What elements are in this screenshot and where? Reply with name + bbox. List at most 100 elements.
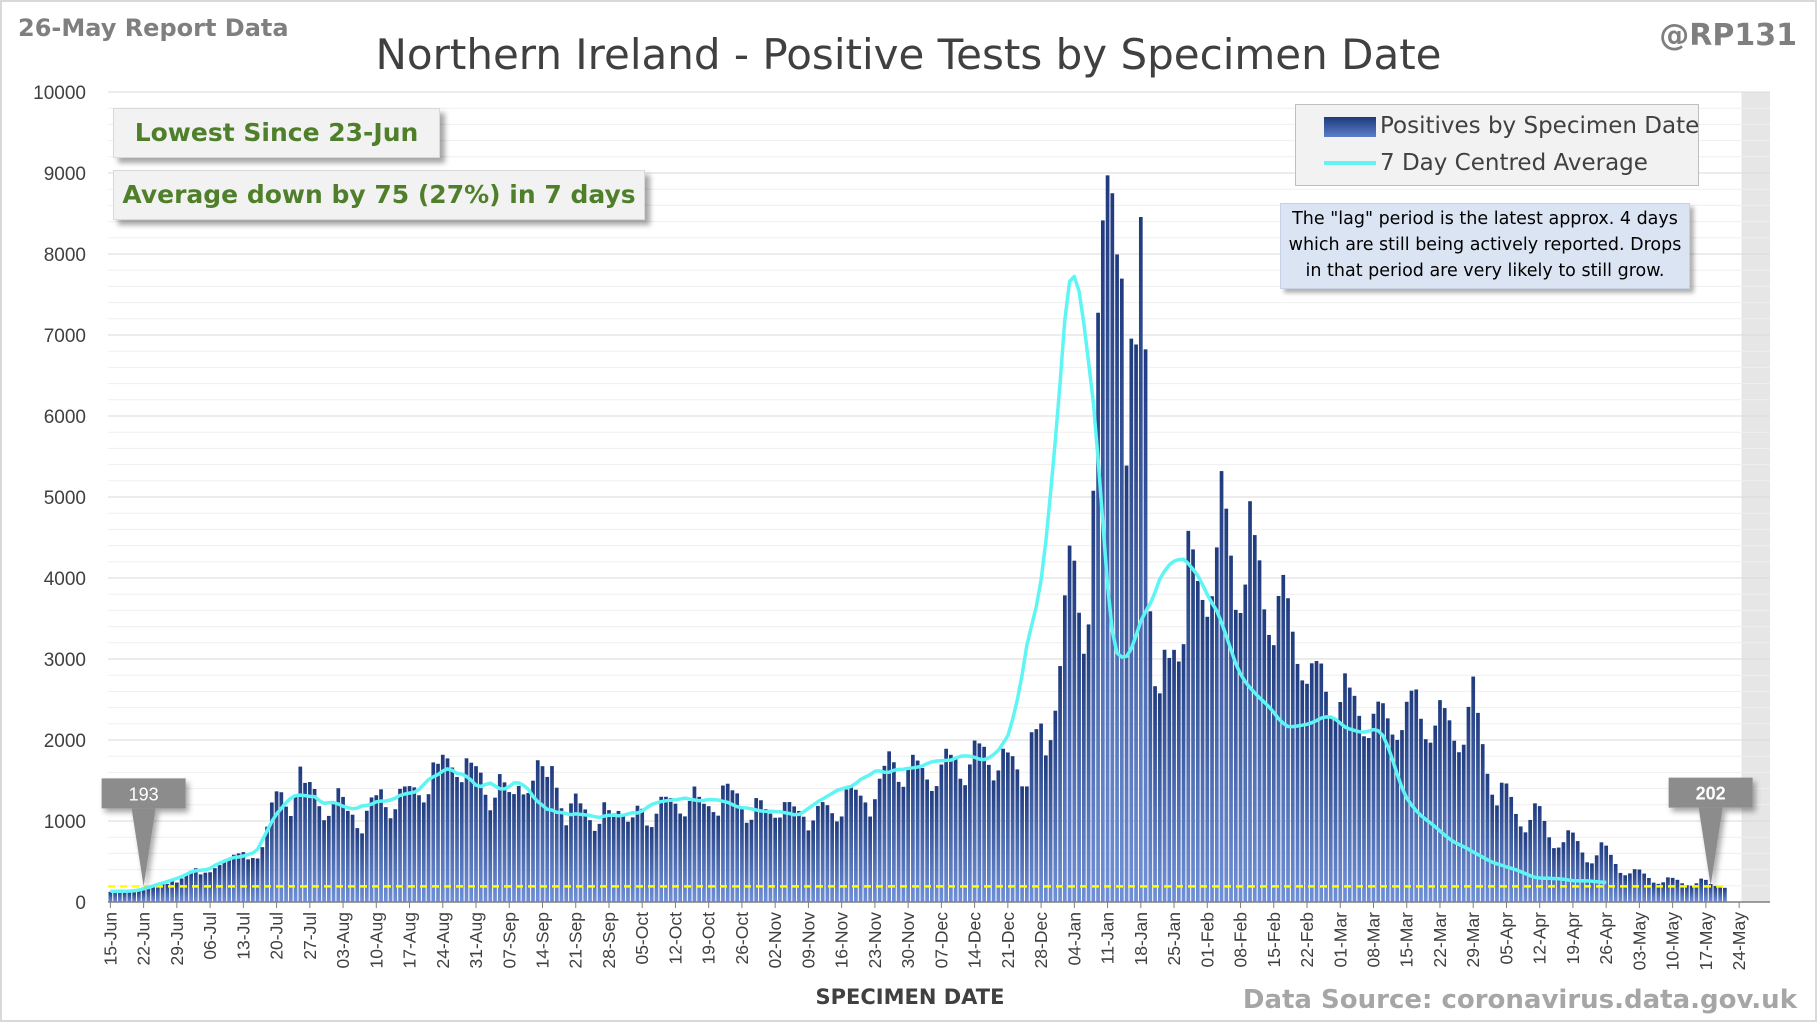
bar [179, 878, 184, 902]
bar [288, 815, 293, 902]
bar [1091, 490, 1096, 902]
bar [236, 853, 241, 902]
bar [1219, 471, 1224, 902]
bar [1233, 609, 1238, 902]
bar [1452, 740, 1457, 902]
bar [1685, 885, 1689, 902]
value-marker: 202 [1668, 777, 1753, 886]
bar-swatch-icon [1324, 117, 1376, 137]
value-markers: 193 202 [101, 777, 1753, 887]
x-tick-label: 04-Jan [1064, 912, 1084, 966]
bar [588, 820, 592, 902]
bar [1366, 737, 1371, 902]
bar [1528, 819, 1533, 902]
bar [673, 803, 678, 902]
bar [820, 802, 825, 902]
bar [1438, 700, 1442, 902]
x-tick-label: 28-Dec [1031, 912, 1051, 969]
y-tick-label: 5000 [44, 488, 86, 509]
bar [787, 802, 792, 902]
bar [1476, 712, 1480, 902]
bar [227, 858, 231, 902]
bar [421, 802, 426, 902]
y-tick-label: 2000 [44, 731, 86, 752]
bar [1238, 612, 1243, 902]
bar [1547, 837, 1552, 902]
bar [1039, 723, 1043, 902]
bar [1552, 848, 1556, 902]
bar [497, 774, 502, 902]
bar [1442, 708, 1447, 902]
bar [502, 782, 507, 902]
bar [849, 786, 854, 902]
bar [1542, 821, 1547, 902]
bar [692, 786, 697, 902]
y-tick-label: 1000 [44, 812, 86, 833]
bar [1167, 657, 1172, 902]
bar [1471, 676, 1476, 902]
bar [1062, 595, 1067, 902]
bar [151, 887, 155, 902]
bar [1447, 720, 1452, 902]
bar [1086, 624, 1091, 902]
bar [303, 782, 307, 902]
bar [170, 881, 174, 902]
y-tick-label: 8000 [44, 245, 86, 266]
bar [654, 813, 659, 902]
bar [1257, 560, 1262, 902]
bar [1490, 794, 1495, 902]
bar [493, 797, 497, 902]
bar [260, 847, 265, 902]
bar [592, 830, 597, 902]
bar [1191, 549, 1195, 902]
x-tick-label: 31-Aug [466, 912, 486, 968]
bar [1105, 175, 1110, 902]
x-tick-label: 22-Mar [1430, 912, 1450, 968]
bar [355, 828, 360, 902]
bar [312, 789, 317, 902]
bar [293, 795, 298, 902]
x-tick-label: 15-Jun [100, 912, 120, 966]
bar [1704, 879, 1708, 902]
bar [1708, 884, 1713, 902]
bar [488, 810, 493, 902]
bar [1509, 796, 1514, 902]
bar [906, 769, 910, 902]
x-tick-label: 14-Dec [965, 912, 985, 969]
bar [284, 806, 288, 902]
bar [1466, 706, 1471, 902]
data-source-label: Data Source: coronavirus.data.gov.uk [1242, 985, 1797, 1015]
bar [578, 803, 583, 902]
bar [1134, 344, 1138, 902]
bar [996, 770, 1001, 902]
bar [1328, 716, 1333, 902]
bar [1613, 864, 1618, 902]
bar [1680, 883, 1685, 902]
bar [393, 809, 398, 902]
bar [1347, 687, 1352, 902]
bar [1248, 501, 1252, 902]
marker-box [1668, 777, 1753, 808]
legend: Positives by Specimen Date 7 Day Centred… [1295, 104, 1699, 186]
bar [911, 754, 915, 902]
bar [364, 810, 369, 902]
marker-label: 193 [129, 784, 159, 804]
bar [678, 813, 683, 902]
bar [1628, 873, 1632, 902]
bar [1647, 878, 1651, 902]
bar [1176, 661, 1181, 902]
bar [825, 805, 830, 902]
bar [1580, 852, 1585, 902]
bar [545, 776, 550, 902]
x-tick-label: 15-Feb [1264, 912, 1284, 967]
bar [1029, 732, 1034, 902]
bar [602, 802, 607, 902]
bar [873, 799, 877, 902]
bar [1110, 193, 1115, 902]
x-tick-label: 12-Oct [665, 912, 685, 965]
bar [1043, 755, 1048, 902]
bar [763, 809, 768, 902]
bar [854, 789, 858, 902]
marker-pointer [131, 808, 156, 887]
